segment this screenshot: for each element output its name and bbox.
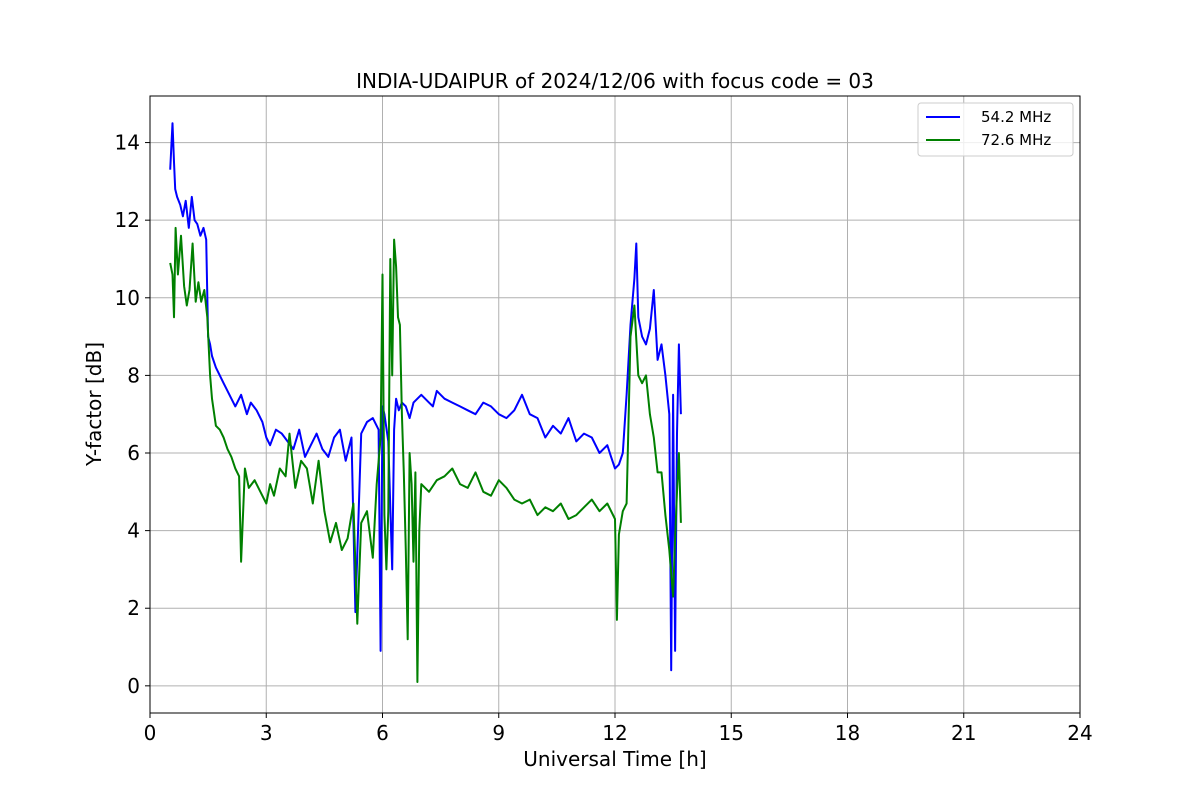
x-tick-label: 9 <box>492 721 505 745</box>
y-tick-label: 6 <box>127 441 140 465</box>
y-tick-label: 0 <box>127 674 140 698</box>
series-layer <box>169 122 682 683</box>
y-tick-label: 12 <box>115 208 140 232</box>
y-axis-label: Y-factor [dB] <box>82 342 106 467</box>
x-tick-label: 0 <box>144 721 157 745</box>
x-tick-label: 6 <box>376 721 389 745</box>
x-tick-label: 18 <box>835 721 860 745</box>
y-tick-label: 8 <box>127 363 140 387</box>
series-line-1 <box>169 226 682 683</box>
x-tick-label: 3 <box>260 721 273 745</box>
y-tick-label: 4 <box>127 519 140 543</box>
y-tick-label: 2 <box>127 596 140 620</box>
x-tick-label: 12 <box>602 721 627 745</box>
grid <box>149 96 1081 713</box>
x-tick-label: 15 <box>719 721 744 745</box>
x-tick-label: 24 <box>1067 721 1092 745</box>
x-axis-label: Universal Time [h] <box>523 747 706 771</box>
legend-entry-72mhz: 72.6 MHz <box>981 131 1051 149</box>
chart-title: INDIA-UDAIPUR of 2024/12/06 with focus c… <box>356 69 874 93</box>
y-ticks: 0 2 4 6 8 10 12 14 <box>115 131 150 698</box>
x-tick-label: 21 <box>951 721 976 745</box>
x-ticks: 0 3 6 9 12 15 18 21 24 <box>144 713 1093 745</box>
series-line-0 <box>169 122 682 672</box>
y-tick-label: 10 <box>115 286 140 310</box>
y-tick-label: 14 <box>115 131 140 155</box>
legend: 54.2 MHz 72.6 MHz <box>917 102 1074 157</box>
legend-entry-54mhz: 54.2 MHz <box>981 108 1051 126</box>
